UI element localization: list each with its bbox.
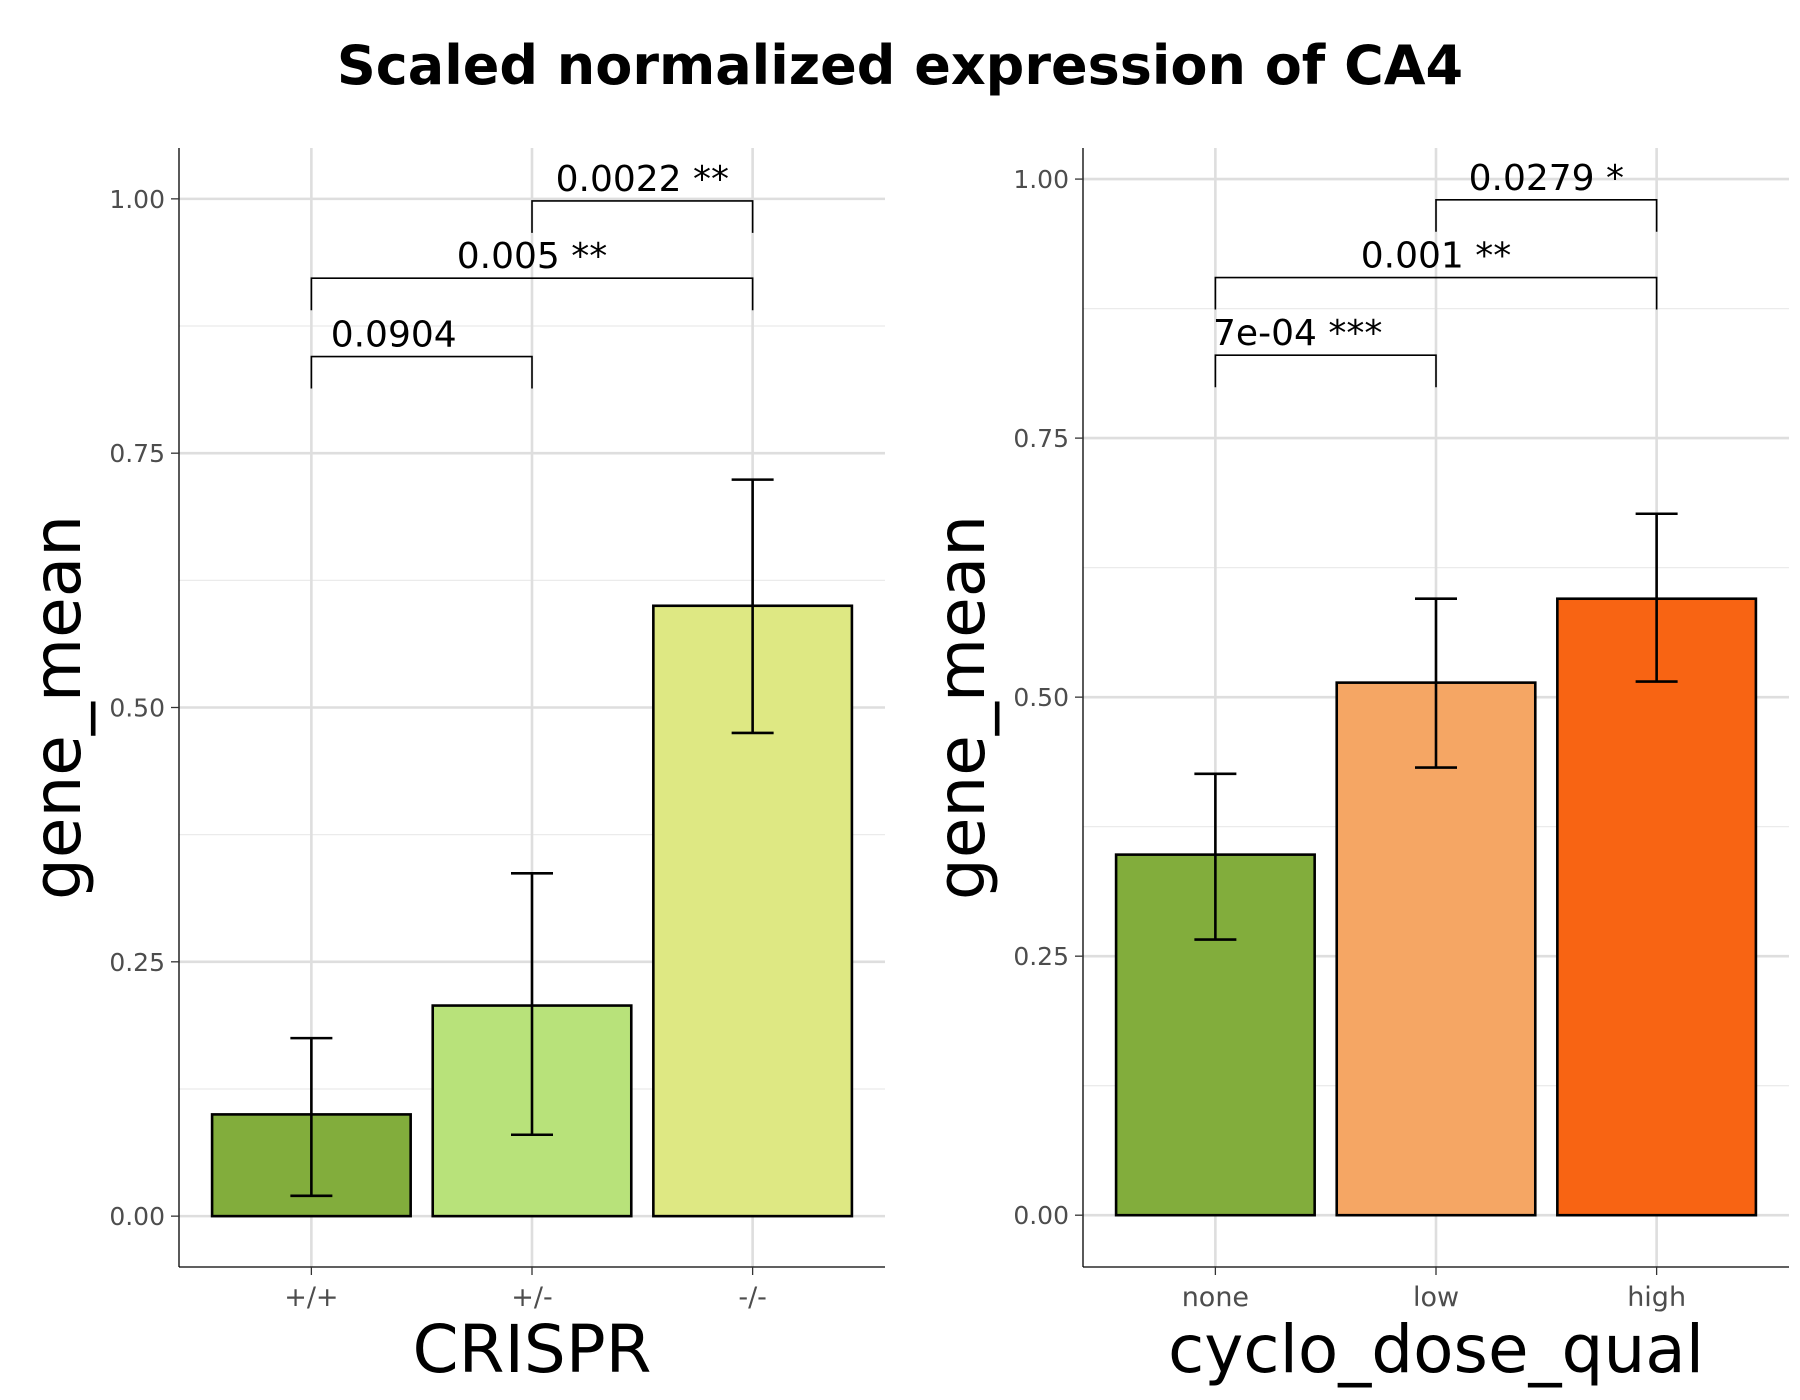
- significance-bracket-1: 0.0904: [310, 315, 533, 389]
- y-tick-label: 0.25: [109, 948, 165, 977]
- bracket-line: [531, 200, 754, 233]
- bracket-line: [310, 277, 754, 311]
- error-bar-1: [290, 1036, 333, 1198]
- y-tick-label: 1.00: [109, 185, 165, 214]
- chart-title: Scaled normalized expression of CA4: [336, 34, 1464, 97]
- p-value-label: 0.0279 *: [1469, 158, 1624, 199]
- x-axis-title: cyclo_dose_qual: [1168, 1311, 1704, 1388]
- y-tick-label: 0.75: [1013, 424, 1069, 453]
- y-tick-label: 0.25: [1013, 942, 1069, 971]
- significance-bracket-3: 0.0279 *: [1435, 158, 1658, 232]
- error-bar-1: [1194, 772, 1237, 941]
- y-axis-title: gene_mean: [923, 515, 1000, 900]
- x-tick-label: high: [1627, 1282, 1686, 1313]
- bracket-line: [1214, 354, 1437, 388]
- y-tick-label: 0.50: [1013, 683, 1069, 712]
- bar-3: [1556, 597, 1758, 1217]
- p-value-label: 0.005 **: [457, 236, 608, 277]
- significance-bracket-1: 7e-04 ***: [1213, 313, 1437, 388]
- x-axis-title: CRISPR: [413, 1311, 652, 1388]
- y-tick-label: 0.75: [109, 439, 165, 468]
- y-tick-label: 0.50: [109, 694, 165, 723]
- bracket-line: [1435, 199, 1658, 232]
- bracket-line: [310, 355, 533, 389]
- x-tick-label: -/-: [738, 1282, 767, 1313]
- y-tick-label: 0.00: [1013, 1201, 1069, 1230]
- significance-bracket-2: 0.005 **: [310, 236, 754, 311]
- error-bar-2: [1415, 597, 1457, 769]
- p-value-label: 0.0904: [331, 315, 457, 356]
- y-axis-title: gene_mean: [19, 515, 96, 900]
- y-tick-label: 1.00: [1013, 165, 1069, 194]
- x-tick-label: +/-: [511, 1282, 552, 1313]
- error-bar-2: [511, 872, 553, 1137]
- x-tick-label: +/+: [284, 1282, 338, 1313]
- bar-2: [1335, 681, 1537, 1217]
- error-bar-3: [731, 478, 774, 735]
- y-tick-label: 0.00: [109, 1202, 165, 1231]
- significance-bracket-3: 0.0022 **: [531, 159, 754, 233]
- p-value-label: 0.0022 **: [556, 159, 729, 200]
- x-tick-label: none: [1182, 1282, 1249, 1313]
- error-bar-3: [1635, 512, 1678, 683]
- significance-bracket-2: 0.001 **: [1214, 236, 1658, 310]
- p-value-label: 0.001 **: [1361, 236, 1512, 277]
- panel-2: 7e-04 *** 0.001 ** 0.0279 * 0.00 0.25 0.50 0.7…: [923, 148, 1789, 1388]
- p-value-label: 7e-04 ***: [1213, 313, 1382, 354]
- x-tick-label: low: [1413, 1282, 1459, 1313]
- bracket-line: [1214, 276, 1658, 310]
